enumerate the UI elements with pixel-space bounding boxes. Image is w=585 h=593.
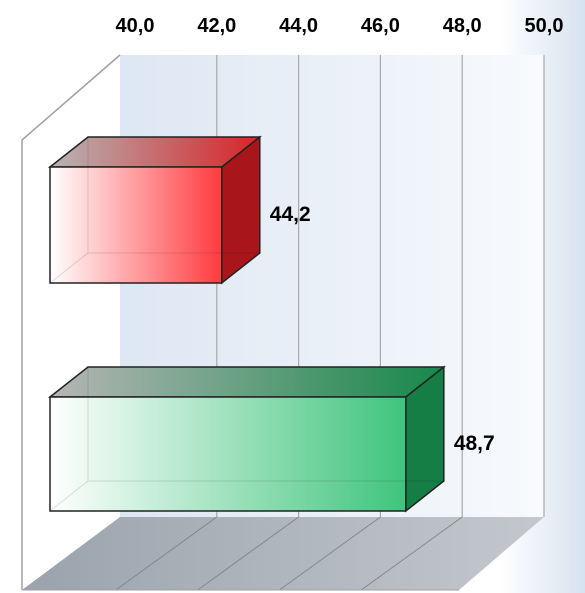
bar	[47, 135, 262, 285]
x-tick-label: 46,0	[361, 15, 400, 37]
value-label: 48,7	[454, 432, 495, 455]
floor-gridline	[197, 516, 299, 591]
left-wall-edge-top	[21, 54, 121, 141]
x-tick-label: 40,0	[116, 15, 155, 37]
bar-hidden-edge	[49, 480, 89, 512]
value-labels: 44,2 48,7	[270, 203, 495, 455]
bar-hidden-edge	[87, 367, 444, 482]
bar-hidden-edge	[87, 137, 260, 254]
floor-gridline	[360, 516, 463, 591]
x-tick-label: 42,0	[197, 15, 236, 37]
bar-top-face	[47, 366, 446, 398]
x-tick-labels: 40,0 42,0 44,0 46,0 48,0 50,0	[116, 15, 564, 37]
bar-front-face	[49, 396, 407, 512]
bar	[47, 365, 446, 513]
bar-front-face	[49, 166, 223, 284]
bar-hidden-edge	[49, 252, 89, 284]
floor-gridline	[279, 516, 381, 591]
x-tick-label: 48,0	[443, 15, 482, 37]
floor-gridline	[115, 516, 218, 591]
value-label: 44,2	[270, 203, 311, 226]
floor-gridlines	[115, 516, 463, 591]
plot-floor	[22, 517, 544, 590]
x-tick-label: 44,0	[279, 15, 318, 37]
x-tick-label: 50,0	[525, 15, 564, 37]
bars	[47, 135, 446, 513]
